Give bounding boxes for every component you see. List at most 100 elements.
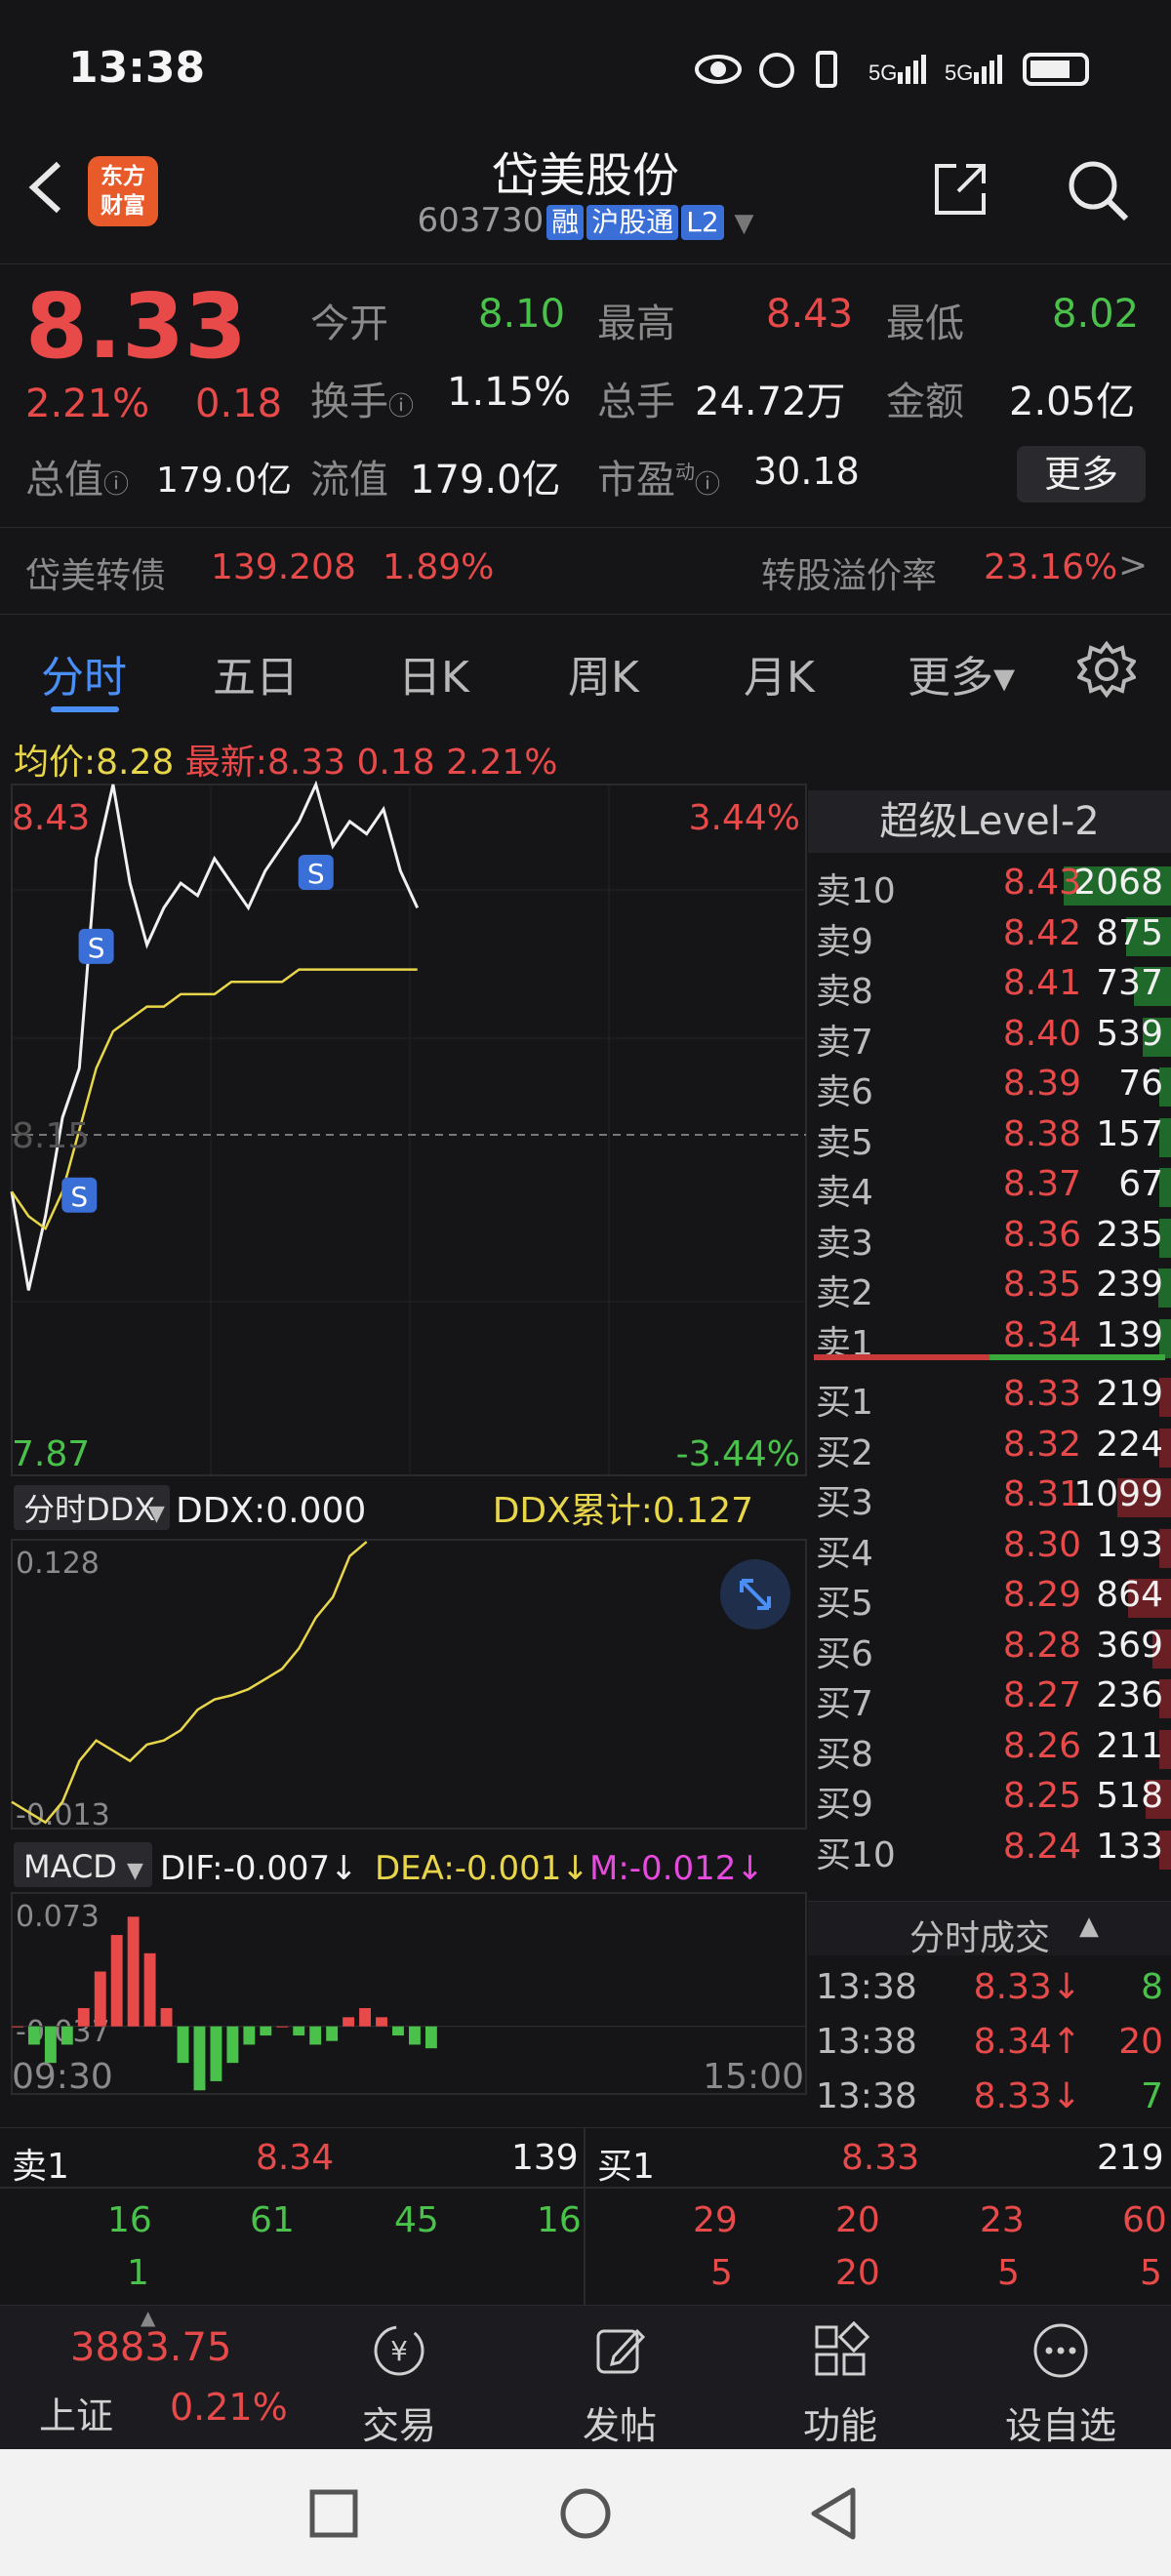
nav-add-watchlist[interactable]: 设自选	[988, 2306, 1134, 2450]
signal-5g-1: 5G	[868, 60, 897, 85]
system-nav-bar	[0, 2449, 1171, 2576]
buy-queue-value: 5	[997, 2253, 1020, 2293]
latest-label: 最新:	[184, 743, 267, 783]
convertible-bond-row[interactable]: 岱美转债 139.208 1.89% 转股溢价率 23.16% >	[0, 527, 1171, 615]
low-value: 8.02	[1052, 292, 1140, 337]
amount-label: 金额	[886, 380, 964, 424]
sell-marker-label: S	[88, 932, 105, 964]
sell-row[interactable]: 卖4 8.37 67	[808, 1160, 1171, 1213]
tick-volume: 7	[1141, 2076, 1163, 2116]
back-button[interactable]	[25, 156, 64, 234]
sell-row[interactable]: 卖1 8.34 139	[808, 1311, 1171, 1364]
dropdown-icon[interactable]: ▼	[148, 1502, 165, 1526]
sell-marker[interactable]	[61, 1177, 98, 1213]
y-bottom-label: 7.87	[12, 1434, 90, 1474]
sell-marker-label: S	[70, 1181, 88, 1213]
stock-subtitle: 603730 融沪股通 L2 ▼	[0, 201, 1171, 240]
high-value: 8.43	[766, 292, 854, 337]
tag-l2: L2	[681, 205, 724, 240]
dropdown-icon[interactable]: ▼	[127, 1859, 143, 1883]
home-icon[interactable]	[558, 2486, 613, 2541]
eye-icon	[695, 55, 742, 84]
buy-row[interactable]: 买4 8.30 193	[808, 1521, 1171, 1574]
sell-row[interactable]: 卖6 8.39 76	[808, 1060, 1171, 1112]
share-icon[interactable]	[929, 158, 991, 221]
chevron-down-icon[interactable]: ▼	[734, 209, 754, 238]
buy-row[interactable]: 买3 8.31 1099	[808, 1470, 1171, 1523]
volume-bar	[1152, 1629, 1171, 1669]
tick-volume: 20	[1118, 2022, 1163, 2062]
sell-queue-value: 61	[250, 2200, 295, 2240]
sell-marker[interactable]	[78, 928, 114, 964]
info-icon[interactable]: ⓘ	[695, 470, 721, 500]
buy-row[interactable]: 买7 8.27 236	[808, 1671, 1171, 1724]
buy-row[interactable]: 买1 8.33 219	[808, 1370, 1171, 1423]
macd-bar	[409, 2026, 421, 2045]
buy-row[interactable]: 买6 8.28 369	[808, 1622, 1171, 1674]
tab-weekly-k[interactable]: 周K	[568, 653, 639, 703]
sell-row[interactable]: 卖10 8.43 2068	[808, 859, 1171, 911]
more-button[interactable]: 更多	[1017, 446, 1146, 503]
premium-value: 23.16%	[984, 547, 1118, 587]
nav-functions[interactable]: 功能	[767, 2306, 913, 2450]
search-icon[interactable]	[1064, 156, 1132, 224]
ticks-header[interactable]: 分时成交 ▲	[808, 1901, 1171, 1958]
level-label: 卖5	[816, 1122, 873, 1163]
ddx-lines	[11, 1541, 368, 1825]
nav-post[interactable]: 发帖	[546, 2306, 693, 2450]
recents-icon[interactable]	[308, 2488, 359, 2539]
tick-price: 8.33↓	[973, 1967, 1081, 2007]
buy-row[interactable]: 买5 8.29 864	[808, 1571, 1171, 1624]
sell-row[interactable]: 卖7 8.40 539	[808, 1010, 1171, 1063]
level-price: 8.35	[1002, 1265, 1081, 1305]
level-price: 8.32	[1002, 1424, 1081, 1465]
sell-row[interactable]: 卖3 8.36 235	[808, 1211, 1171, 1264]
sell-marker[interactable]	[298, 855, 334, 890]
tab-monthly-k[interactable]: 月K	[744, 653, 815, 703]
volume-bar	[1158, 1679, 1171, 1718]
level-label: 买3	[816, 1483, 873, 1523]
index-ticker[interactable]: ▲ 3883.75 上证 0.21%	[0, 2306, 293, 2450]
tab-daily-k[interactable]: 日K	[398, 653, 469, 703]
macd-bar	[343, 2017, 355, 2027]
buy-row[interactable]: 买2 8.32 224	[808, 1421, 1171, 1473]
bottom-nav: ▲ 3883.75 上证 0.21% ¥ 交易 发帖 功能 设自选	[0, 2305, 1171, 2449]
buy-row[interactable]: 买8 8.26 211	[808, 1722, 1171, 1775]
app-logo[interactable]: 东方 财富	[88, 156, 158, 226]
sell-row[interactable]: 卖9 8.42 875	[808, 909, 1171, 962]
level-price: 8.38	[1002, 1113, 1081, 1154]
buy-row[interactable]: 买9 8.25 518	[808, 1772, 1171, 1825]
mktcap-label: 总值ⓘ	[25, 448, 129, 504]
tick-price: 8.33↓	[973, 2076, 1081, 2116]
mktcap-value: 179.0亿	[156, 461, 293, 501]
edit-icon	[596, 2328, 646, 2374]
chart-tabs: 分时 五日 日K 周K 月K 更多▾	[0, 617, 1171, 724]
info-icon[interactable]: ⓘ	[388, 392, 415, 422]
buy-row[interactable]: 买10 8.24 133	[808, 1823, 1171, 1875]
change-percent: 2.21%	[25, 382, 150, 426]
intraday-chart[interactable]: SSS 8.43 8.15 7.87 3.44% -3.44% 分时DDX ▼ …	[0, 780, 810, 2127]
sell-row[interactable]: 卖5 8.38 157	[808, 1110, 1171, 1163]
macd-selector[interactable]	[14, 1842, 152, 1887]
logo-line1: 东方	[101, 164, 145, 189]
nav-trade[interactable]: ¥ 交易	[326, 2306, 472, 2450]
level-volume: 67	[1118, 1164, 1163, 1204]
back-nav-icon[interactable]	[806, 2484, 861, 2543]
sell-marker-label: S	[307, 858, 325, 890]
level2-title[interactable]: 超级Level-2	[808, 790, 1171, 853]
quick-buy-price: 8.33	[841, 2138, 920, 2178]
tab-intraday[interactable]: 分时	[41, 653, 127, 703]
ddx-selector[interactable]	[14, 1485, 170, 1530]
sell-row[interactable]: 卖8 8.41 737	[808, 959, 1171, 1012]
grid-icon	[815, 2321, 869, 2376]
change-amount: 0.18	[195, 382, 283, 426]
info-icon[interactable]: ⓘ	[103, 470, 130, 500]
tab-five-day[interactable]: 五日	[213, 653, 299, 703]
sell-ratio-bar	[814, 1354, 989, 1360]
macd-bar	[392, 2026, 404, 2036]
sell-row[interactable]: 卖2 8.35 239	[808, 1261, 1171, 1313]
quote-panel: 8.33 2.21% 0.18 总值ⓘ 179.0亿 今开 8.10 最高 8.…	[0, 263, 1171, 517]
tab-more[interactable]: 更多▾	[908, 653, 1016, 703]
gear-icon[interactable]	[1077, 640, 1136, 699]
